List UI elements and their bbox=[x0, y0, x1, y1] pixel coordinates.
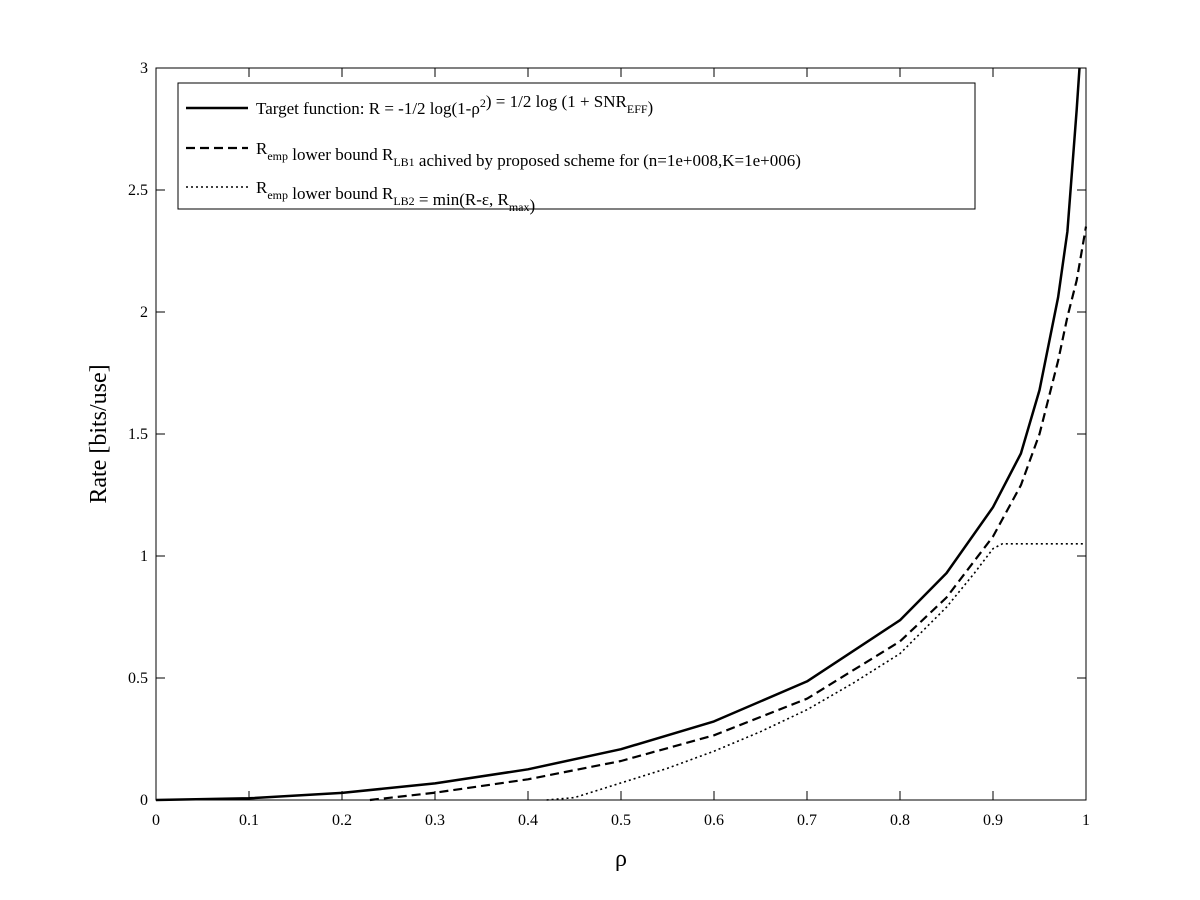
legend-label: Target function: R = -1/2 log(1-ρ2) = 1/… bbox=[256, 92, 653, 118]
series-line-dashed bbox=[369, 226, 1088, 802]
axes-box bbox=[155, 67, 1087, 801]
legend-text-part: LB1 bbox=[393, 155, 414, 169]
legend-text-part: ) bbox=[648, 98, 654, 117]
x-tick-label: 0.8 bbox=[890, 812, 910, 829]
legend-text-part: LB2 bbox=[393, 194, 414, 208]
x-tick-label: 0.9 bbox=[983, 812, 1003, 829]
x-tick-label: 0.4 bbox=[518, 812, 538, 829]
legend-text-part: max bbox=[509, 200, 530, 214]
y-tick-label: 2 bbox=[140, 304, 148, 321]
legend: Target function: R = -1/2 log(1-ρ2) = 1/… bbox=[177, 82, 976, 215]
x-axis-label: ρ bbox=[615, 846, 627, 872]
ticks-layer: 0 0.1 0.2 0.3 0.4 0.5 0.6 0.7 0.8 0.9 1 0 0.5 1 1.5 2 2.… bbox=[128, 60, 1090, 829]
legend-text-part: = min(R-ε, R bbox=[415, 190, 510, 209]
y-tick-label: 2.5 bbox=[128, 182, 148, 199]
x-tick-label: 0.2 bbox=[332, 812, 352, 829]
legend-text-part: R bbox=[256, 178, 268, 197]
legend-text-part: emp bbox=[267, 149, 288, 163]
legend-label: Remp lower bound RLB1 achived by propose… bbox=[256, 139, 801, 170]
x-tick-label: 0.5 bbox=[611, 812, 631, 829]
x-tick-label: 0.1 bbox=[239, 812, 259, 829]
series-line-dotted bbox=[546, 542, 1086, 801]
legend-text-part: lower bound R bbox=[288, 184, 394, 203]
legend-items: Target function: R = -1/2 log(1-ρ2) = 1/… bbox=[186, 92, 801, 215]
x-tick-label: 0.3 bbox=[425, 812, 445, 829]
legend-text-part: lower bound R bbox=[288, 145, 394, 164]
x-tick-label: 0 bbox=[152, 812, 160, 829]
y-tick-label: 0 bbox=[140, 792, 148, 809]
legend-text-part: ) bbox=[530, 196, 536, 215]
x-tick-label: 1 bbox=[1082, 812, 1090, 829]
legend-text-part: EFF bbox=[627, 102, 648, 116]
y-tick-label: 3 bbox=[140, 60, 148, 77]
legend-text-part: emp bbox=[267, 188, 288, 202]
legend-text-part: 2 bbox=[480, 96, 486, 110]
series-layer bbox=[155, 67, 1088, 802]
y-axis-label: Rate [bits/use] bbox=[86, 364, 112, 503]
legend-label: Remp lower bound RLB2 = min(R-ε, Rmax) bbox=[256, 178, 535, 215]
legend-box bbox=[177, 82, 976, 210]
y-tick-label: 1 bbox=[140, 548, 148, 565]
legend-text-part: R bbox=[256, 139, 268, 158]
x-tick-label: 0.6 bbox=[704, 812, 724, 829]
legend-text-part: ) = 1/2 log (1 + SNR bbox=[486, 92, 628, 111]
y-tick-label: 0.5 bbox=[128, 670, 148, 687]
y-tick-label: 1.5 bbox=[128, 426, 148, 443]
legend-text-part: Target function: R = -1/2 log(1-ρ bbox=[256, 99, 480, 118]
x-tick-label: 0.7 bbox=[797, 812, 817, 829]
series-line-solid bbox=[155, 67, 1081, 802]
legend-text-part: achived by proposed scheme for (n=1e+008… bbox=[415, 151, 801, 170]
